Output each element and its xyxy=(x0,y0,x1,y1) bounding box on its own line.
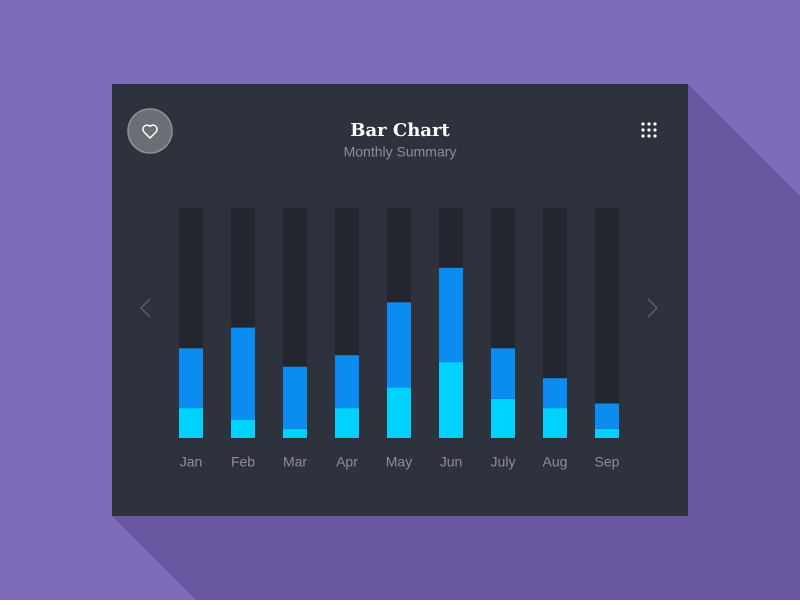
x-tick-label: Jun xyxy=(440,454,463,470)
bar-segment xyxy=(595,428,619,438)
bar-segment xyxy=(283,428,307,438)
menu-button[interactable] xyxy=(641,122,657,138)
bar-segment xyxy=(595,403,619,429)
bar-segment xyxy=(387,387,411,438)
bar-segment xyxy=(387,302,411,388)
bar-segment xyxy=(439,267,463,363)
favorite-circle[interactable] xyxy=(127,108,173,154)
chart-title: Bar Chart xyxy=(350,120,450,141)
x-tick-label: Sep xyxy=(595,454,620,470)
bar-segment xyxy=(179,408,203,438)
bar-segment xyxy=(439,362,463,438)
bar-segment xyxy=(491,348,515,399)
bar-segment xyxy=(231,327,255,420)
bar-segment xyxy=(335,355,359,409)
favorite-button[interactable] xyxy=(127,108,173,154)
x-tick-label: Mar xyxy=(283,454,307,470)
x-tick-label: July xyxy=(491,454,516,470)
bar-segment xyxy=(543,378,567,409)
bar-segment xyxy=(335,408,359,438)
bar-track xyxy=(595,208,619,438)
bar-segment xyxy=(179,348,203,409)
bar-segment xyxy=(543,408,567,438)
x-tick-label: Feb xyxy=(231,454,255,470)
chart-subtitle: Monthly Summary xyxy=(344,144,457,160)
heart-icon[interactable] xyxy=(142,124,158,139)
x-tick-label: Jan xyxy=(180,454,203,470)
x-tick-label: May xyxy=(386,454,412,470)
bar-segment xyxy=(231,419,255,438)
next-arrow[interactable] xyxy=(647,298,659,318)
long-shadow xyxy=(112,84,800,600)
bar-segment xyxy=(283,366,307,429)
x-tick-label: Aug xyxy=(543,454,568,470)
prev-arrow[interactable] xyxy=(139,298,151,318)
x-tick-label: Apr xyxy=(336,454,358,470)
bar-segment xyxy=(491,398,515,438)
